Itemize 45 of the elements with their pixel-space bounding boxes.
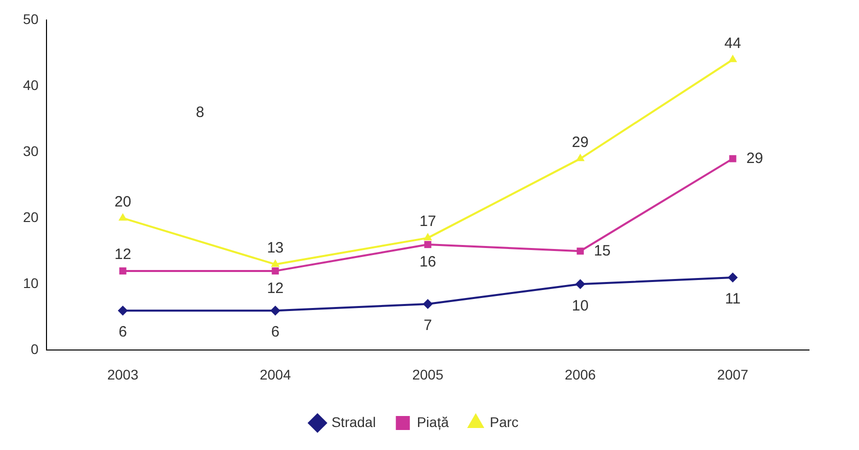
point xyxy=(423,232,432,240)
y-tick-label: 10 xyxy=(22,275,39,292)
y-tick-label: 20 xyxy=(22,208,39,225)
point xyxy=(728,54,738,62)
data-label: 29 xyxy=(746,150,764,167)
point xyxy=(576,248,584,255)
legend-label: Stradal xyxy=(331,414,376,430)
point xyxy=(729,155,736,162)
point xyxy=(576,154,585,162)
y-tick-label: 30 xyxy=(22,142,39,159)
point xyxy=(575,279,586,290)
x-tick-label: 2004 xyxy=(260,366,292,382)
x-tick-label: 2005 xyxy=(412,366,444,382)
point xyxy=(422,298,433,309)
legend-label: Piață xyxy=(416,414,449,430)
data-label: 6 xyxy=(118,324,127,341)
point xyxy=(118,213,128,221)
data-label: 12 xyxy=(114,246,132,264)
data-label: 12 xyxy=(266,280,284,298)
y-tick-label: 40 xyxy=(22,76,39,93)
point xyxy=(728,272,738,283)
annotation: 8 xyxy=(196,104,204,122)
data-label: 15 xyxy=(594,242,611,260)
data-label: 6 xyxy=(271,324,280,341)
x-tick-label: 2003 xyxy=(107,366,139,382)
data-label: 11 xyxy=(724,290,741,308)
y-tick-label: 50 xyxy=(22,10,39,27)
data-label: 44 xyxy=(724,34,742,52)
point xyxy=(270,259,280,267)
data-label: 7 xyxy=(424,317,432,334)
legend-label: Parc xyxy=(490,414,519,430)
data-label: 20 xyxy=(114,193,132,210)
point xyxy=(272,267,279,274)
x-tick-label: 2006 xyxy=(564,366,596,382)
data-label: 13 xyxy=(266,239,284,256)
data-label: 16 xyxy=(419,254,436,271)
x-tick-label: 2007 xyxy=(717,366,749,382)
point xyxy=(270,306,280,316)
data-label: 17 xyxy=(419,213,436,230)
point xyxy=(118,306,128,316)
data-label: 10 xyxy=(572,297,589,314)
point xyxy=(424,241,432,248)
y-tick-label: 0 xyxy=(30,341,39,358)
point xyxy=(119,267,126,274)
data-label: 29 xyxy=(572,134,589,151)
